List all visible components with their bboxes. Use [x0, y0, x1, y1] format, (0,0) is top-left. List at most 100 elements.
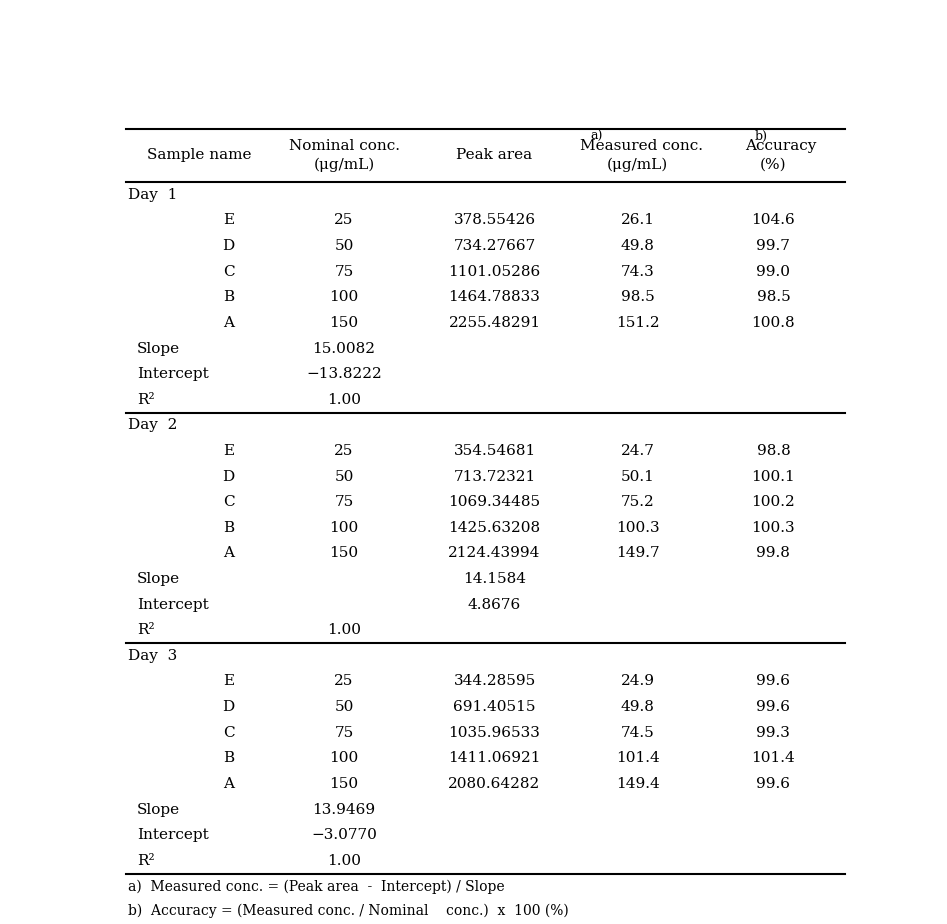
Text: 1.00: 1.00 [327, 854, 361, 868]
Text: 734.27667: 734.27667 [454, 239, 536, 253]
Text: 74.5: 74.5 [620, 725, 654, 740]
Text: (μg/mL): (μg/mL) [313, 157, 375, 172]
Text: 149.7: 149.7 [616, 546, 659, 561]
Text: Intercept: Intercept [136, 598, 208, 612]
Text: E: E [223, 213, 234, 227]
Text: 150: 150 [330, 546, 359, 561]
Text: 49.8: 49.8 [620, 239, 654, 253]
Text: 25: 25 [334, 444, 354, 458]
Text: 99.6: 99.6 [757, 700, 791, 714]
Text: 1464.78833: 1464.78833 [449, 290, 541, 304]
Text: 100: 100 [330, 521, 359, 535]
Text: 99.8: 99.8 [757, 546, 791, 561]
Text: 1069.34485: 1069.34485 [449, 495, 541, 509]
Text: C: C [223, 725, 234, 740]
Text: Day  2: Day 2 [128, 419, 177, 432]
Text: 1.00: 1.00 [327, 393, 361, 407]
Text: R²: R² [136, 854, 154, 868]
Text: 1425.63208: 1425.63208 [449, 521, 541, 535]
Text: A: A [223, 316, 234, 330]
Text: Sample name: Sample name [147, 149, 251, 163]
Text: 75: 75 [334, 495, 353, 509]
Text: (%): (%) [760, 158, 787, 172]
Text: 1411.06921: 1411.06921 [448, 751, 541, 765]
Text: 74.3: 74.3 [620, 264, 654, 279]
Text: 100.2: 100.2 [752, 495, 795, 509]
Text: 26.1: 26.1 [620, 213, 654, 227]
Text: Day  1: Day 1 [128, 188, 177, 201]
Text: 99.0: 99.0 [757, 264, 791, 279]
Text: Peak area: Peak area [456, 149, 532, 163]
Text: E: E [223, 444, 234, 458]
Text: 101.4: 101.4 [752, 751, 795, 765]
Text: C: C [223, 264, 234, 279]
Text: R²: R² [136, 393, 154, 407]
Text: 75: 75 [334, 725, 353, 740]
Text: 344.28595: 344.28595 [454, 675, 536, 688]
Text: B: B [223, 521, 234, 535]
Text: 50.1: 50.1 [620, 469, 654, 483]
Text: Day  3: Day 3 [128, 649, 177, 663]
Text: 2255.48291: 2255.48291 [449, 316, 541, 330]
Text: Intercept: Intercept [136, 367, 208, 381]
Text: 25: 25 [334, 675, 354, 688]
Text: 15.0082: 15.0082 [313, 342, 376, 356]
Text: 50: 50 [334, 700, 354, 714]
Text: D: D [223, 239, 235, 253]
Text: 100.8: 100.8 [752, 316, 795, 330]
Text: 98.5: 98.5 [620, 290, 654, 304]
Text: E: E [223, 675, 234, 688]
Text: 14.1584: 14.1584 [463, 572, 526, 586]
Text: Nominal conc.: Nominal conc. [289, 140, 400, 153]
Text: 50: 50 [334, 239, 354, 253]
Text: 2124.43994: 2124.43994 [448, 546, 541, 561]
Text: 100.1: 100.1 [752, 469, 795, 483]
Text: 1101.05286: 1101.05286 [448, 264, 541, 279]
Text: D: D [223, 700, 235, 714]
Text: a): a) [590, 130, 602, 143]
Text: A: A [223, 546, 234, 561]
Text: Measured conc.: Measured conc. [580, 140, 703, 153]
Text: 25: 25 [334, 213, 354, 227]
Text: 98.8: 98.8 [757, 444, 791, 458]
Text: 2080.64282: 2080.64282 [448, 777, 541, 791]
Text: A: A [223, 777, 234, 791]
Text: 13.9469: 13.9469 [313, 803, 376, 817]
Text: 49.8: 49.8 [620, 700, 654, 714]
Text: Accuracy: Accuracy [745, 140, 816, 153]
Text: R²: R² [136, 624, 154, 638]
Text: 98.5: 98.5 [757, 290, 791, 304]
Text: 100.3: 100.3 [752, 521, 795, 535]
Text: b)  Accuracy = (Measured conc. / Nominal    conc.)  x  100 (%): b) Accuracy = (Measured conc. / Nominal … [128, 904, 568, 918]
Text: 99.6: 99.6 [757, 675, 791, 688]
Text: 378.55426: 378.55426 [454, 213, 536, 227]
Text: 99.6: 99.6 [757, 777, 791, 791]
Text: a)  Measured conc. = (Peak area  -  Intercept) / Slope: a) Measured conc. = (Peak area - Interce… [128, 880, 505, 894]
Text: 100.3: 100.3 [616, 521, 659, 535]
Text: 149.4: 149.4 [616, 777, 659, 791]
Text: 104.6: 104.6 [752, 213, 795, 227]
Text: D: D [223, 469, 235, 483]
Text: Slope: Slope [136, 572, 180, 586]
Text: 24.9: 24.9 [620, 675, 654, 688]
Text: Slope: Slope [136, 803, 180, 817]
Text: 691.40515: 691.40515 [454, 700, 536, 714]
Text: Slope: Slope [136, 342, 180, 356]
Text: 100: 100 [330, 751, 359, 765]
Text: 354.54681: 354.54681 [454, 444, 536, 458]
Text: 150: 150 [330, 316, 359, 330]
Text: 150: 150 [330, 777, 359, 791]
Text: C: C [223, 495, 234, 509]
Text: 1.00: 1.00 [327, 624, 361, 638]
Text: 24.7: 24.7 [620, 444, 654, 458]
Text: 50: 50 [334, 469, 354, 483]
Text: −13.8222: −13.8222 [306, 367, 382, 381]
Text: B: B [223, 751, 234, 765]
Text: 4.8676: 4.8676 [468, 598, 521, 612]
Text: B: B [223, 290, 234, 304]
Text: 151.2: 151.2 [616, 316, 659, 330]
Text: (μg/mL): (μg/mL) [607, 157, 669, 172]
Text: 99.7: 99.7 [757, 239, 791, 253]
Text: 101.4: 101.4 [616, 751, 659, 765]
Text: b): b) [755, 130, 768, 143]
